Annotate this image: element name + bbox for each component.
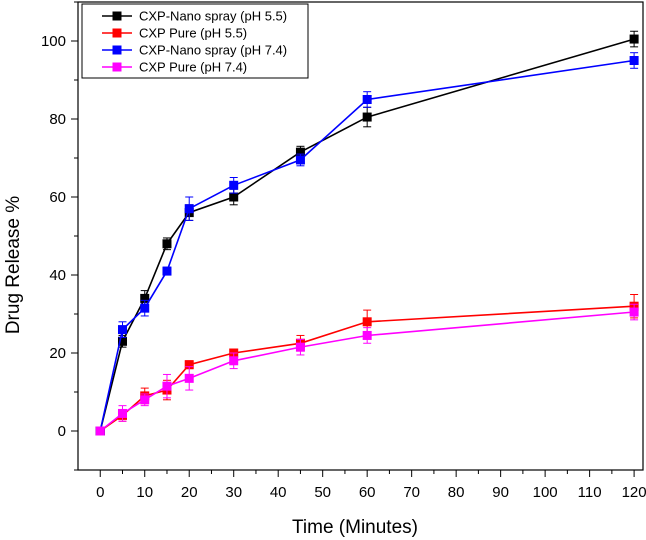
x-tick-label: 20 <box>181 484 198 501</box>
y-axis-title: Drug Release % <box>3 196 24 334</box>
series-2 <box>95 294 639 436</box>
data-point <box>95 426 105 436</box>
x-axis: 0 10 20 30 40 50 60 70 80 90 100 110 120 <box>96 470 646 501</box>
y-tick-label: 60 <box>49 189 66 206</box>
x-tick-label: 110 <box>578 484 602 501</box>
data-point <box>229 180 239 190</box>
data-point <box>184 204 194 214</box>
data-point <box>140 293 150 303</box>
y-tick-label: 20 <box>49 345 66 362</box>
x-tick-label: 30 <box>225 484 242 501</box>
data-point <box>184 360 194 370</box>
data-point <box>629 307 639 317</box>
legend-marker <box>112 62 122 72</box>
x-tick-label: 100 <box>533 484 558 501</box>
data-point <box>229 356 239 366</box>
data-point <box>140 395 150 405</box>
x-tick-label: 90 <box>492 484 509 501</box>
x-tick-label: 70 <box>403 484 420 501</box>
data-point <box>629 34 639 44</box>
y-tick-label: 100 <box>41 33 66 50</box>
data-point <box>295 342 305 352</box>
y-axis: 0 20 40 60 80 100 <box>41 1 78 471</box>
legend-label: CXP Pure (pH 5.5) <box>139 26 247 41</box>
legend-marker <box>112 45 122 55</box>
y-tick-label: 0 <box>58 423 66 440</box>
legend: CXP-Nano spray (pH 5.5) CXP Pure (pH 5.5)… <box>81 3 309 79</box>
x-tick-label: 40 <box>270 484 287 501</box>
data-point <box>295 147 305 157</box>
data-point <box>229 192 239 202</box>
data-point <box>162 381 172 391</box>
x-tick-label: 80 <box>448 484 465 501</box>
data-point <box>162 239 172 249</box>
data-point <box>162 266 172 276</box>
data-point <box>362 112 372 122</box>
series-4 <box>95 303 639 436</box>
x-tick-label: 60 <box>359 484 376 501</box>
legend-marker <box>112 28 122 38</box>
series-layer <box>95 30 639 436</box>
y-tick-label: 40 <box>49 267 66 284</box>
data-point <box>117 336 127 346</box>
x-axis-title: Time (Minutes) <box>292 517 418 538</box>
data-point <box>117 325 127 335</box>
legend-marker <box>112 11 122 21</box>
legend-label: CXP-Nano spray (pH 7.4) <box>139 43 287 58</box>
x-tick-label: 50 <box>314 484 331 501</box>
data-point <box>295 155 305 165</box>
data-point <box>362 317 372 327</box>
data-point <box>140 303 150 313</box>
x-tick-label: 10 <box>136 484 153 501</box>
legend-label: CXP Pure (pH 7.4) <box>139 60 247 75</box>
data-point <box>629 56 639 65</box>
legend-label: CXP-Nano spray (pH 5.5) <box>139 9 287 24</box>
data-point <box>362 95 372 104</box>
data-point <box>117 408 127 418</box>
x-tick-label: 0 <box>96 484 104 501</box>
x-tick-label: 120 <box>622 484 646 501</box>
data-point <box>184 373 194 383</box>
data-point <box>362 330 372 340</box>
y-tick-label: 80 <box>49 111 66 128</box>
